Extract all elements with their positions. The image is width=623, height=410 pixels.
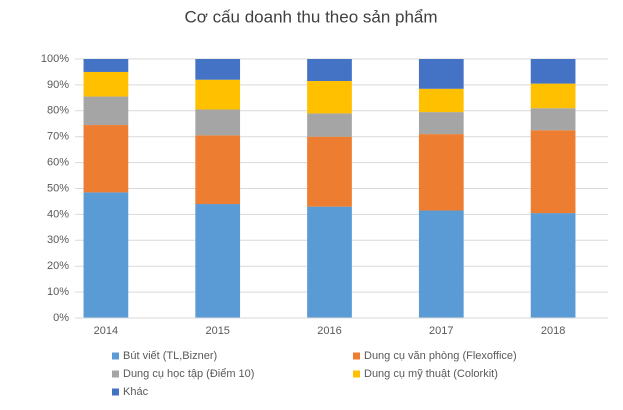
bar-segment [307, 113, 352, 137]
bar-segment [418, 59, 464, 89]
x-tick-label: 2016 [317, 325, 341, 337]
legend-label: Bút viết (TL,Bizner) [123, 350, 217, 362]
legend-label: Dung cụ mỹ thuật (Colorkit) [364, 368, 498, 380]
bar-segment [307, 59, 352, 82]
bar-segment [195, 135, 241, 205]
x-tick-label: 2017 [429, 325, 453, 337]
bar-segment [530, 213, 576, 318]
y-tick-label: 30% [47, 234, 69, 246]
y-tick-label: 0% [53, 312, 69, 324]
bar-segment [195, 59, 241, 80]
bar-segment [307, 81, 352, 114]
bar-segment [195, 79, 241, 110]
legend-swatch [112, 388, 119, 396]
y-tick-label: 80% [47, 105, 69, 117]
legend-label: Khác [123, 386, 149, 398]
bar-segment [307, 136, 352, 207]
bar-segment [530, 108, 576, 131]
x-tick-label: 2018 [541, 325, 565, 337]
bar-segment [83, 192, 129, 318]
y-tick-label: 20% [47, 260, 69, 272]
bar-segment [418, 210, 464, 318]
bar-segment [530, 59, 576, 84]
y-tick-label: 10% [47, 286, 69, 298]
x-tick-label: 2015 [205, 325, 229, 337]
chart-title: Cơ cấu doanh thu theo sản phẩm [184, 7, 437, 26]
bar-segment [418, 134, 464, 211]
legend-label: Dung cụ học tập (Điểm 10) [123, 368, 254, 380]
y-tick-label: 100% [41, 53, 69, 65]
legend-swatch [112, 352, 119, 360]
bar-segment [418, 112, 464, 135]
bar-segment [83, 96, 129, 126]
legend-swatch [353, 370, 360, 378]
bar-segment [530, 83, 576, 109]
legend-label: Dung cụ văn phòng (Flexoffice) [364, 350, 517, 362]
bar-segment [307, 206, 352, 318]
y-tick-label: 90% [47, 79, 69, 91]
y-tick-label: 70% [47, 131, 69, 143]
bar-segment [83, 125, 129, 193]
y-tick-label: 60% [47, 157, 69, 169]
legend-swatch [112, 370, 119, 378]
bar-segment [195, 109, 241, 136]
y-tick-label: 50% [47, 182, 69, 194]
legend-swatch [353, 352, 360, 360]
bar-segment [418, 88, 464, 113]
bar-segment [195, 204, 241, 318]
bar-segment [83, 71, 129, 97]
bar-segment [530, 130, 576, 214]
x-tick-label: 2014 [94, 325, 118, 337]
y-tick-label: 40% [47, 208, 69, 220]
bar-segment [83, 59, 129, 72]
